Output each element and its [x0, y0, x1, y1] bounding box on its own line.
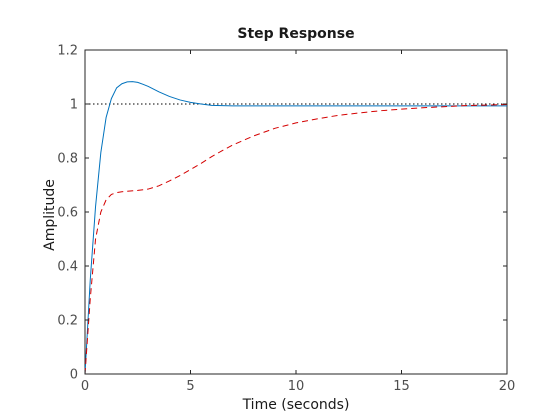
- x-tick-label: 5: [186, 379, 194, 394]
- y-axis-label: Amplitude: [42, 179, 58, 251]
- y-tick-label: 0: [70, 368, 78, 383]
- x-tick-label: 0: [81, 379, 89, 394]
- y-tick-label: 1: [70, 98, 78, 113]
- chart-title: Step Response: [237, 26, 354, 42]
- y-tick-label: 0.6: [57, 206, 78, 221]
- plot-area: 0 5 10 15 20 0 0.2 0.4 0.6 0.8 1 1.2: [57, 44, 515, 395]
- x-tick-label: 10: [288, 379, 305, 394]
- series-line-solid: [84, 81, 507, 375]
- x-tick-label: 15: [393, 379, 410, 394]
- axes-box: [84, 49, 508, 375]
- series-line-dashed: [84, 104, 508, 375]
- y-tick-label: 0.4: [57, 260, 78, 275]
- y-tick-label: 0.8: [57, 152, 78, 167]
- y-tick-label: 0.2: [57, 314, 78, 329]
- ticks-group: 0 5 10 15 20 0 0.2 0.4 0.6 0.8 1 1.2: [57, 44, 515, 395]
- x-tick-label: 20: [499, 379, 516, 394]
- series-group: [84, 81, 508, 375]
- y-tick-label: 1.2: [57, 44, 78, 59]
- x-axis-label: Time (seconds): [242, 397, 350, 413]
